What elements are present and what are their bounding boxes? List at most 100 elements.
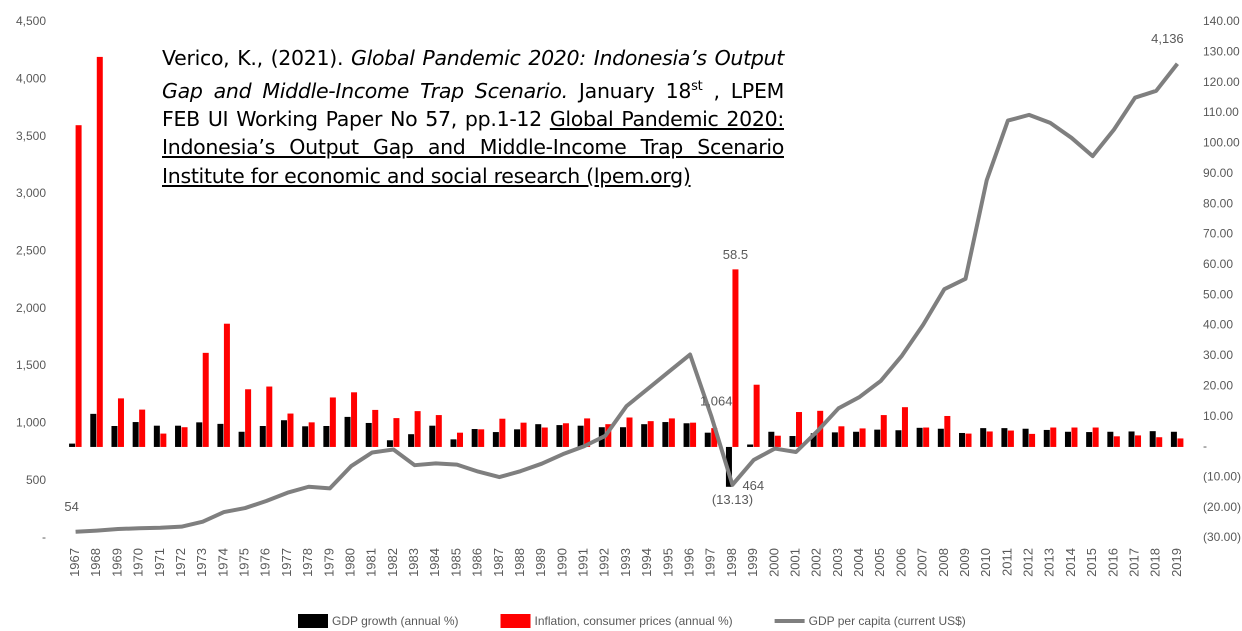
- bar: [435, 415, 442, 447]
- x-tick-label: 2003: [830, 548, 845, 577]
- bar: [647, 421, 654, 447]
- bar: [853, 431, 860, 447]
- x-tick-label: 1968: [88, 548, 103, 577]
- bar: [937, 428, 944, 447]
- author: Verico, K., (2021).: [162, 46, 352, 70]
- bar: [753, 384, 760, 447]
- bar: [499, 418, 506, 447]
- bar: [810, 433, 817, 447]
- bar: [901, 407, 908, 447]
- x-tick-label: 2002: [809, 548, 824, 577]
- bar: [1071, 427, 1078, 447]
- legend-label: GDP per capita (current US$): [809, 614, 966, 628]
- data-label: 4,136: [1151, 31, 1184, 46]
- bar: [202, 352, 209, 447]
- bar: [160, 433, 167, 447]
- bar: [329, 397, 336, 447]
- x-tick-label: 1986: [470, 548, 485, 577]
- bar: [859, 428, 866, 447]
- x-tick-label: 1994: [639, 548, 654, 577]
- bar: [1064, 431, 1071, 447]
- bar: [514, 429, 521, 447]
- bar: [414, 411, 421, 447]
- bar: [408, 434, 415, 447]
- x-tick-label: 2011: [999, 548, 1014, 576]
- y2-tick-label: (10.00): [1203, 469, 1241, 483]
- bar: [450, 439, 457, 447]
- link[interactable]: Global Pandemic 2020: Indonesia’s Output…: [162, 106, 784, 188]
- x-tick-label: 1997: [703, 548, 718, 577]
- bar: [916, 427, 923, 447]
- bar: [520, 422, 527, 447]
- bar: [774, 435, 781, 447]
- data-label: (13.13): [712, 492, 753, 507]
- bar: [1128, 431, 1135, 447]
- bar: [1092, 427, 1099, 447]
- bar: [1156, 437, 1163, 447]
- bar: [831, 432, 838, 447]
- y2-tick-label: (20.00): [1203, 500, 1241, 514]
- legend-label: Inflation, consumer prices (annual %): [535, 614, 733, 628]
- y-tick-label: 4,000: [16, 72, 46, 86]
- bar: [796, 412, 803, 447]
- x-tick-label: 1973: [194, 548, 209, 577]
- bar: [732, 269, 739, 447]
- bar: [1050, 427, 1057, 447]
- bar: [874, 429, 881, 447]
- bar: [181, 427, 188, 447]
- bar: [1107, 431, 1114, 447]
- bar: [944, 415, 951, 447]
- bar: [429, 425, 436, 447]
- bar: [1170, 431, 1177, 447]
- y-tick-label: 2,500: [16, 244, 46, 258]
- date-suffix: st: [691, 78, 703, 94]
- x-tick-label: 1980: [342, 548, 357, 577]
- x-tick-label: 2016: [1105, 548, 1120, 577]
- x-tick-label: 1967: [67, 548, 82, 577]
- x-tick-label: 1999: [745, 548, 760, 577]
- x-tick-label: 1971: [152, 548, 167, 577]
- x-tick-label: 1982: [385, 548, 400, 577]
- bar: [1113, 436, 1120, 447]
- bar: [117, 398, 124, 447]
- y2-tick-label: 40.00: [1203, 318, 1233, 332]
- x-tick-label: 2018: [1148, 548, 1163, 577]
- bar: [626, 417, 633, 447]
- bar: [75, 125, 82, 447]
- x-tick-label: 2010: [978, 548, 993, 577]
- bar: [577, 425, 584, 447]
- bar: [196, 422, 203, 447]
- y2-tick-label: 90.00: [1203, 166, 1233, 180]
- y-tick-label: 2,000: [16, 301, 46, 315]
- bar: [620, 427, 626, 447]
- y2-tick-label: 70.00: [1203, 227, 1233, 241]
- bar: [372, 409, 379, 447]
- bar: [153, 425, 160, 447]
- bar: [711, 428, 718, 447]
- bar: [641, 424, 648, 447]
- bar: [1022, 428, 1029, 447]
- data-label: 58.5: [723, 247, 748, 262]
- x-tick-label: 1995: [660, 548, 675, 577]
- bar: [1135, 435, 1142, 447]
- y2-tick-label: 140.00: [1203, 14, 1240, 28]
- x-tick-label: 1972: [173, 548, 188, 577]
- y2-tick-label: 20.00: [1203, 378, 1233, 392]
- bar: [959, 432, 966, 447]
- bar: [605, 424, 612, 447]
- x-tick-label: 2007: [915, 548, 930, 577]
- y2-tick-label: 50.00: [1203, 287, 1233, 301]
- x-tick-label: 1990: [554, 548, 569, 577]
- bar: [584, 418, 591, 447]
- y2-tick-label: 10.00: [1203, 409, 1233, 423]
- y2-tick-label: -: [1203, 439, 1207, 453]
- x-tick-label: 1977: [279, 548, 294, 577]
- bar: [895, 430, 902, 447]
- y-tick-label: 4,500: [16, 14, 46, 28]
- y-tick-label: 3,000: [16, 186, 46, 200]
- bar: [492, 432, 499, 447]
- x-tick-label: 2001: [787, 548, 802, 577]
- bar: [280, 420, 287, 447]
- x-tick-label: 2013: [1042, 548, 1057, 577]
